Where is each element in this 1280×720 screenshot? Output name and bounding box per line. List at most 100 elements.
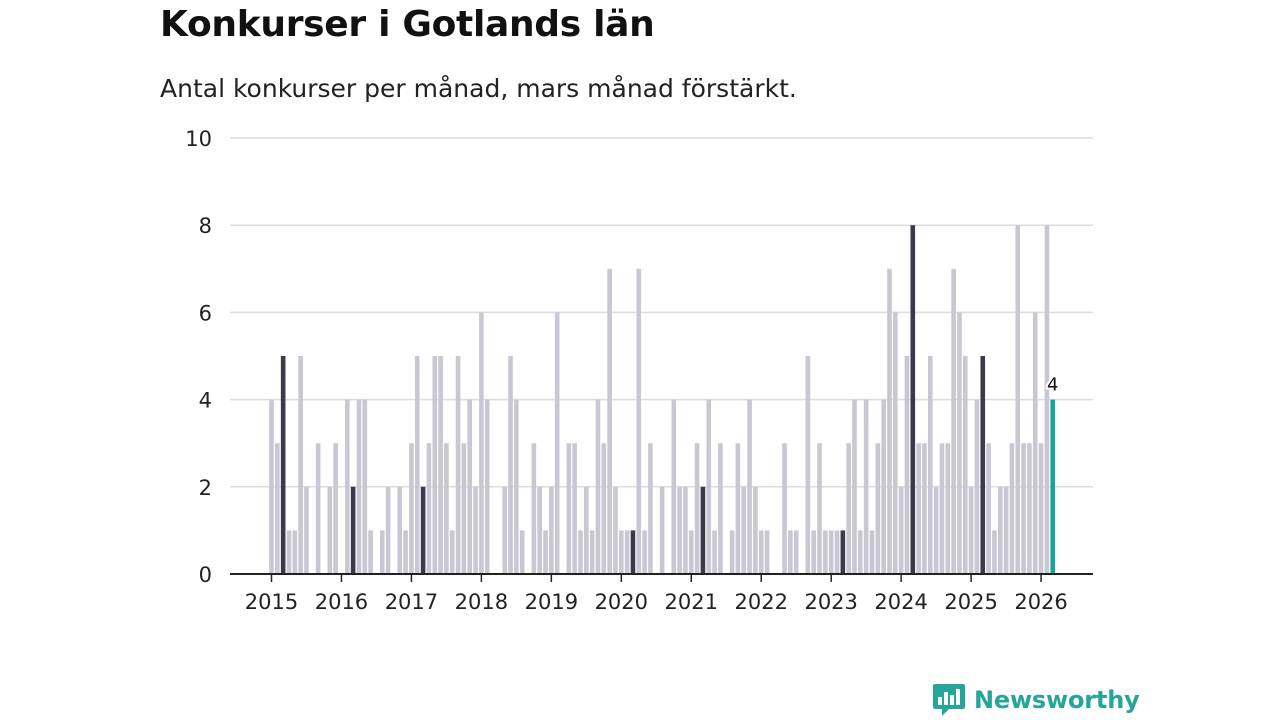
bar bbox=[432, 356, 438, 574]
bar bbox=[863, 399, 869, 574]
bar bbox=[782, 443, 787, 574]
bar bbox=[997, 486, 1003, 574]
bar bbox=[642, 530, 647, 574]
bar bbox=[298, 356, 303, 574]
bar bbox=[356, 399, 362, 574]
bar bbox=[514, 399, 519, 574]
bar bbox=[893, 312, 898, 574]
newsworthy-logo-icon bbox=[933, 684, 965, 716]
bar bbox=[414, 356, 420, 574]
bar bbox=[1021, 443, 1026, 574]
bar bbox=[461, 443, 467, 574]
chart-subtitle: Antal konkurser per månad, mars månad fö… bbox=[160, 74, 797, 103]
bar bbox=[473, 486, 478, 574]
bar bbox=[758, 530, 764, 574]
x-tick-label: 2018 bbox=[455, 590, 508, 614]
newsworthy-logo: Newsworthy bbox=[932, 682, 1140, 718]
bar bbox=[962, 356, 968, 574]
bar bbox=[286, 530, 292, 574]
x-tick-label: 2021 bbox=[665, 590, 718, 614]
bar bbox=[449, 530, 455, 574]
bar bbox=[519, 530, 525, 574]
bar bbox=[589, 530, 595, 574]
bar bbox=[1044, 225, 1050, 574]
bar bbox=[1038, 443, 1044, 574]
bar bbox=[566, 443, 572, 574]
bar bbox=[578, 530, 583, 574]
bar bbox=[694, 443, 700, 574]
bar bbox=[840, 530, 846, 574]
last-value-label: 4 bbox=[1047, 375, 1058, 396]
bar bbox=[904, 356, 910, 574]
y-tick-label: 4 bbox=[199, 389, 212, 413]
x-tick-label: 2017 bbox=[385, 590, 438, 614]
bar bbox=[584, 486, 589, 574]
bar bbox=[397, 486, 403, 574]
bar bbox=[910, 225, 916, 574]
bar bbox=[426, 443, 432, 574]
bar bbox=[881, 399, 886, 574]
bar bbox=[700, 486, 706, 574]
bar bbox=[828, 530, 834, 574]
bar bbox=[939, 443, 945, 574]
bar bbox=[444, 443, 449, 574]
bar bbox=[327, 486, 333, 574]
bar bbox=[648, 443, 653, 574]
bar bbox=[1015, 225, 1021, 574]
bar bbox=[986, 443, 991, 574]
bar bbox=[793, 530, 799, 574]
bar bbox=[945, 443, 951, 574]
bar bbox=[479, 312, 484, 574]
bar bbox=[619, 530, 624, 574]
bar bbox=[764, 530, 770, 574]
bar bbox=[677, 486, 682, 574]
bar bbox=[362, 399, 368, 574]
bar bbox=[753, 486, 758, 574]
bar bbox=[304, 486, 309, 574]
bar bbox=[968, 486, 974, 574]
bar bbox=[869, 530, 875, 574]
y-tick-label: 10 bbox=[185, 127, 212, 151]
y-tick-label: 2 bbox=[199, 476, 212, 500]
x-tick-label: 2020 bbox=[595, 590, 648, 614]
bar bbox=[1032, 312, 1038, 574]
x-tick-label: 2023 bbox=[804, 590, 857, 614]
bar bbox=[280, 356, 286, 574]
bar bbox=[543, 530, 548, 574]
bar bbox=[846, 443, 851, 574]
bar bbox=[805, 356, 811, 574]
bar bbox=[659, 486, 665, 574]
bar bbox=[922, 443, 927, 574]
y-tick-label: 0 bbox=[199, 563, 212, 587]
chart-title: Konkurser i Gotlands län bbox=[160, 4, 655, 45]
bar bbox=[858, 530, 863, 574]
bar bbox=[502, 486, 507, 574]
bar bbox=[823, 530, 828, 574]
x-tick-label: 2026 bbox=[1014, 590, 1067, 614]
bar bbox=[933, 486, 939, 574]
bar bbox=[735, 443, 741, 574]
bar bbox=[898, 486, 904, 574]
bar bbox=[834, 530, 840, 574]
bar bbox=[875, 443, 881, 574]
bar bbox=[817, 443, 822, 574]
bar bbox=[409, 443, 414, 574]
bar-chart: 0 2 4 6 8 10 4 2015 2016 2017 2018 2019 2020 2021 2022… bbox=[185, 127, 1093, 614]
bar bbox=[455, 356, 461, 574]
bar bbox=[420, 486, 426, 574]
x-tick-label: 2019 bbox=[525, 590, 578, 614]
bar bbox=[1050, 399, 1056, 574]
bar bbox=[607, 268, 612, 574]
bar bbox=[350, 486, 356, 574]
bar bbox=[974, 399, 980, 574]
bar bbox=[992, 530, 997, 574]
bar bbox=[927, 356, 933, 574]
bar bbox=[484, 399, 490, 574]
x-tick-label: 2025 bbox=[944, 590, 997, 614]
bar bbox=[379, 530, 385, 574]
bar bbox=[683, 486, 688, 574]
bar bbox=[852, 399, 857, 574]
bar bbox=[1003, 486, 1009, 574]
logo-text: Newsworthy bbox=[974, 686, 1140, 714]
bar bbox=[980, 356, 986, 574]
